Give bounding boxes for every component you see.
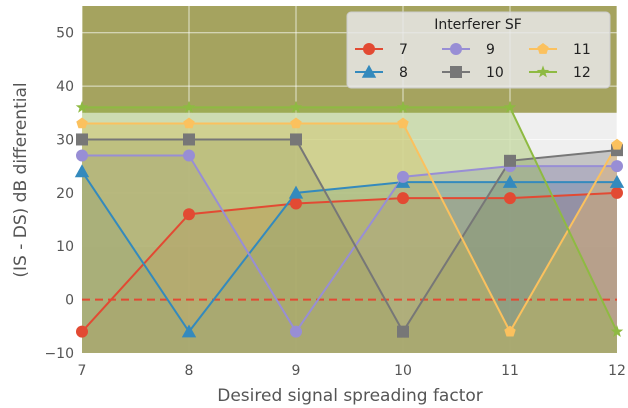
legend-label: 12 [573, 65, 591, 81]
data-point-sf12 [289, 100, 303, 113]
data-point-sf7 [504, 192, 516, 205]
data-point-sf7 [183, 208, 195, 221]
data-point-sf12 [182, 100, 196, 113]
data-point-sf9 [290, 325, 302, 338]
series-fill-7 [82, 192, 617, 353]
data-point-sf7 [76, 325, 88, 338]
legend-label: 9 [486, 42, 495, 58]
data-point-sf12 [396, 100, 410, 113]
legend-marker [536, 65, 550, 78]
series-line-12 [82, 106, 618, 333]
data-point-sf7 [611, 186, 623, 199]
series-line-8 [81, 170, 617, 334]
data-point-sf11 [504, 325, 516, 337]
series-fill-8 [82, 171, 617, 353]
series-line-9 [82, 154, 617, 334]
data-point-sf11 [611, 138, 623, 150]
series-markers [74, 100, 625, 338]
series-line-10 [82, 138, 618, 334]
data-point-sf9 [611, 160, 623, 173]
x-axis-label: Desired signal spreading factor [217, 386, 483, 406]
legend-label: 7 [399, 42, 408, 58]
data-point-sf12 [610, 325, 624, 337]
x-tick-label: 9 [292, 363, 301, 379]
legend-marker [450, 66, 462, 78]
legend-label: 11 [573, 42, 591, 58]
data-point-sf10 [397, 325, 409, 338]
legend-item-8: 8 [355, 64, 408, 81]
y-tick-label: 50 [56, 26, 74, 42]
grid [81, 6, 618, 354]
data-point-sf7 [397, 192, 409, 205]
x-tick-label: 11 [501, 363, 519, 379]
data-point-sf11 [397, 117, 409, 129]
axes: 7 8 9 10 11 12 −10 0 10 20 30 40 50 [44, 26, 625, 379]
data-point-sf8 [181, 324, 197, 338]
legend-marker [450, 43, 462, 55]
data-point-sf11 [290, 117, 302, 129]
y-tick-label: 10 [56, 239, 74, 255]
data-point-sf10 [504, 154, 516, 167]
y-tick-label: 40 [56, 79, 74, 95]
legend-item-7: 7 [355, 42, 408, 58]
data-point-sf9 [76, 149, 88, 162]
x-tick-label: 10 [394, 363, 412, 379]
x-tick-label: 7 [78, 363, 87, 379]
legend-label: 8 [399, 65, 408, 81]
legend-label: 10 [486, 65, 504, 81]
y-axis-label: (IS - DS) dB differential [11, 82, 31, 277]
legend: Interferer SF 7 8 9 10 11 12 [346, 11, 611, 89]
legend-item-9: 9 [442, 42, 495, 58]
series-line-11 [82, 122, 618, 334]
y-tick-label: 20 [56, 186, 74, 202]
data-point-sf11 [183, 117, 195, 129]
data-point-sf8 [502, 174, 518, 188]
data-point-sf10 [183, 133, 195, 146]
data-point-sf11 [76, 117, 88, 129]
legend-item-10: 10 [442, 65, 504, 81]
y-tick-label: 0 [65, 293, 74, 309]
series-lines [81, 106, 618, 334]
legend-marker [537, 43, 549, 54]
data-point-sf8 [74, 164, 90, 178]
legend-item-11: 11 [529, 42, 591, 58]
series-line-7 [81, 191, 618, 333]
x-tick-label: 12 [608, 363, 626, 379]
data-point-sf10 [76, 133, 88, 146]
legend-marker [361, 64, 377, 78]
data-point-sf9 [183, 149, 195, 162]
y-tick-label: −10 [44, 346, 74, 362]
data-point-sf12 [503, 100, 517, 113]
legend-marker [363, 43, 375, 55]
data-point-sf9 [397, 170, 409, 183]
legend-title: Interferer SF [434, 17, 522, 33]
data-point-sf7 [290, 197, 302, 210]
data-point-sf8 [609, 174, 625, 188]
data-point-sf12 [75, 100, 89, 113]
x-tick-label: 8 [185, 363, 194, 379]
data-point-sf8 [288, 185, 304, 199]
data-point-sf10 [290, 133, 302, 146]
legend-item-12: 12 [529, 65, 591, 81]
y-tick-label: 30 [56, 132, 74, 148]
